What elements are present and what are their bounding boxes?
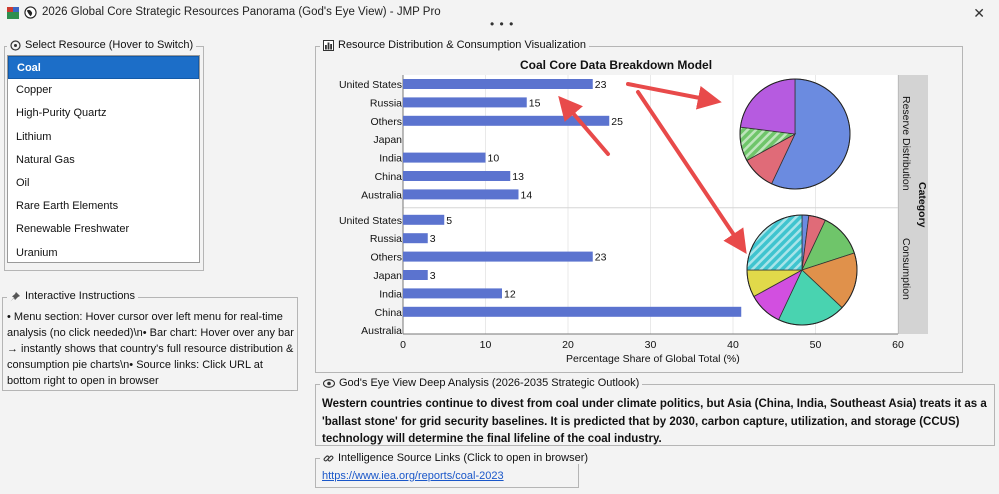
analysis-panel-title: God's Eye View Deep Analysis (2026-2035 …: [320, 377, 642, 389]
bar: [403, 153, 486, 163]
x-tick-label: 30: [645, 339, 657, 351]
data-label: 23: [595, 252, 607, 264]
y-tick-label: China: [375, 171, 403, 183]
data-label: 13: [512, 171, 524, 183]
data-label: 5: [446, 215, 452, 227]
x-tick-label: 20: [562, 339, 574, 351]
bar: [403, 307, 741, 317]
consumption-strip-label: Consumption: [900, 238, 912, 300]
y-tick-label: India: [379, 288, 402, 300]
resource-item-copper[interactable]: Copper: [8, 79, 199, 102]
analysis-text: Western countries continue to divest fro…: [322, 396, 990, 449]
x-tick-label: 60: [892, 339, 904, 351]
y-tick-label: India: [379, 153, 402, 165]
window-title: 2026 Global Core Strategic Resources Pan…: [42, 6, 441, 18]
bar: [403, 288, 502, 298]
y-tick-label: United States: [339, 79, 402, 91]
pin-icon: [10, 291, 21, 302]
reserve-distribution-strip-label: Reserve Distribution: [900, 96, 912, 191]
resource-item-uranium[interactable]: Uranium: [8, 242, 199, 265]
y-tick-label: Others: [370, 116, 402, 128]
y-tick-label: Russia: [370, 97, 402, 109]
y-tick-label: Others: [370, 252, 402, 264]
x-tick-label: 50: [810, 339, 822, 351]
x-tick-label: 10: [480, 339, 492, 351]
data-label: 15: [529, 97, 541, 109]
y-tick-label: United States: [339, 215, 402, 227]
resource-list[interactable]: Coal Copper High-Purity Quartz Lithium N…: [7, 55, 200, 263]
resource-item-oil[interactable]: Oil: [8, 172, 199, 195]
bar-chart-icon: [323, 40, 334, 51]
resource-item-lithium[interactable]: Lithium: [8, 126, 199, 149]
resource-item-high-purity-quartz[interactable]: High-Purity Quartz: [8, 102, 199, 125]
bar: [403, 171, 510, 181]
x-tick-label: 40: [727, 339, 739, 351]
link-icon: [323, 453, 334, 464]
y-tick-label: Russia: [370, 233, 402, 245]
bar: [403, 233, 428, 243]
y-tick-label: Japan: [373, 270, 402, 282]
close-icon[interactable]: ✕: [973, 5, 985, 22]
source-panel-title: Intelligence Source Links (Click to open…: [320, 452, 591, 464]
category-label: Category: [916, 182, 928, 228]
x-axis-label: Percentage Share of Global Total (%): [566, 353, 740, 365]
resource-item-coal[interactable]: Coal: [8, 56, 199, 79]
visualization-panel-title: Resource Distribution & Consumption Visu…: [320, 39, 589, 51]
data-label: 10: [488, 153, 500, 165]
resource-item-natural-gas[interactable]: Natural Gas: [8, 149, 199, 172]
data-label: 12: [504, 288, 516, 300]
eye-icon: [323, 378, 335, 389]
instructions-panel-title: Interactive Instructions: [7, 290, 138, 302]
data-label: 3: [430, 270, 436, 282]
bar: [403, 79, 593, 89]
bar: [403, 270, 428, 280]
source-link[interactable]: https://www.iea.org/reports/coal-2023: [322, 470, 504, 482]
chart-title: Coal Core Data Breakdown Model: [520, 58, 712, 72]
bar: [403, 189, 519, 199]
resource-panel-title: Select Resource (Hover to Switch): [7, 39, 196, 51]
target-icon: [10, 40, 21, 51]
y-tick-label: China: [375, 307, 403, 319]
y-tick-label: Australia: [361, 189, 402, 201]
bar: [403, 215, 444, 225]
data-label: 25: [611, 116, 623, 128]
jmp-app-icon: [6, 6, 20, 20]
y-tick-label: Australia: [361, 325, 402, 337]
bar-chart[interactable]: 0 10 20 30 40 50 60 United States 23 Russia 15 Othe…: [320, 72, 910, 352]
x-tick-label: 0: [400, 339, 406, 351]
resource-item-freshwater[interactable]: Renewable Freshwater: [8, 218, 199, 241]
bar: [403, 97, 527, 107]
bar: [403, 252, 593, 262]
y-tick-label: Japan: [373, 134, 402, 146]
instructions-text: • Menu section: Hover cursor over left m…: [7, 309, 295, 389]
data-label: 14: [521, 189, 533, 201]
data-label: 23: [595, 79, 607, 91]
menu-dots-icon[interactable]: • • •: [490, 20, 514, 28]
globe-icon: [24, 6, 37, 19]
resource-item-rare-earth[interactable]: Rare Earth Elements: [8, 195, 199, 218]
data-label: 3: [430, 233, 436, 245]
